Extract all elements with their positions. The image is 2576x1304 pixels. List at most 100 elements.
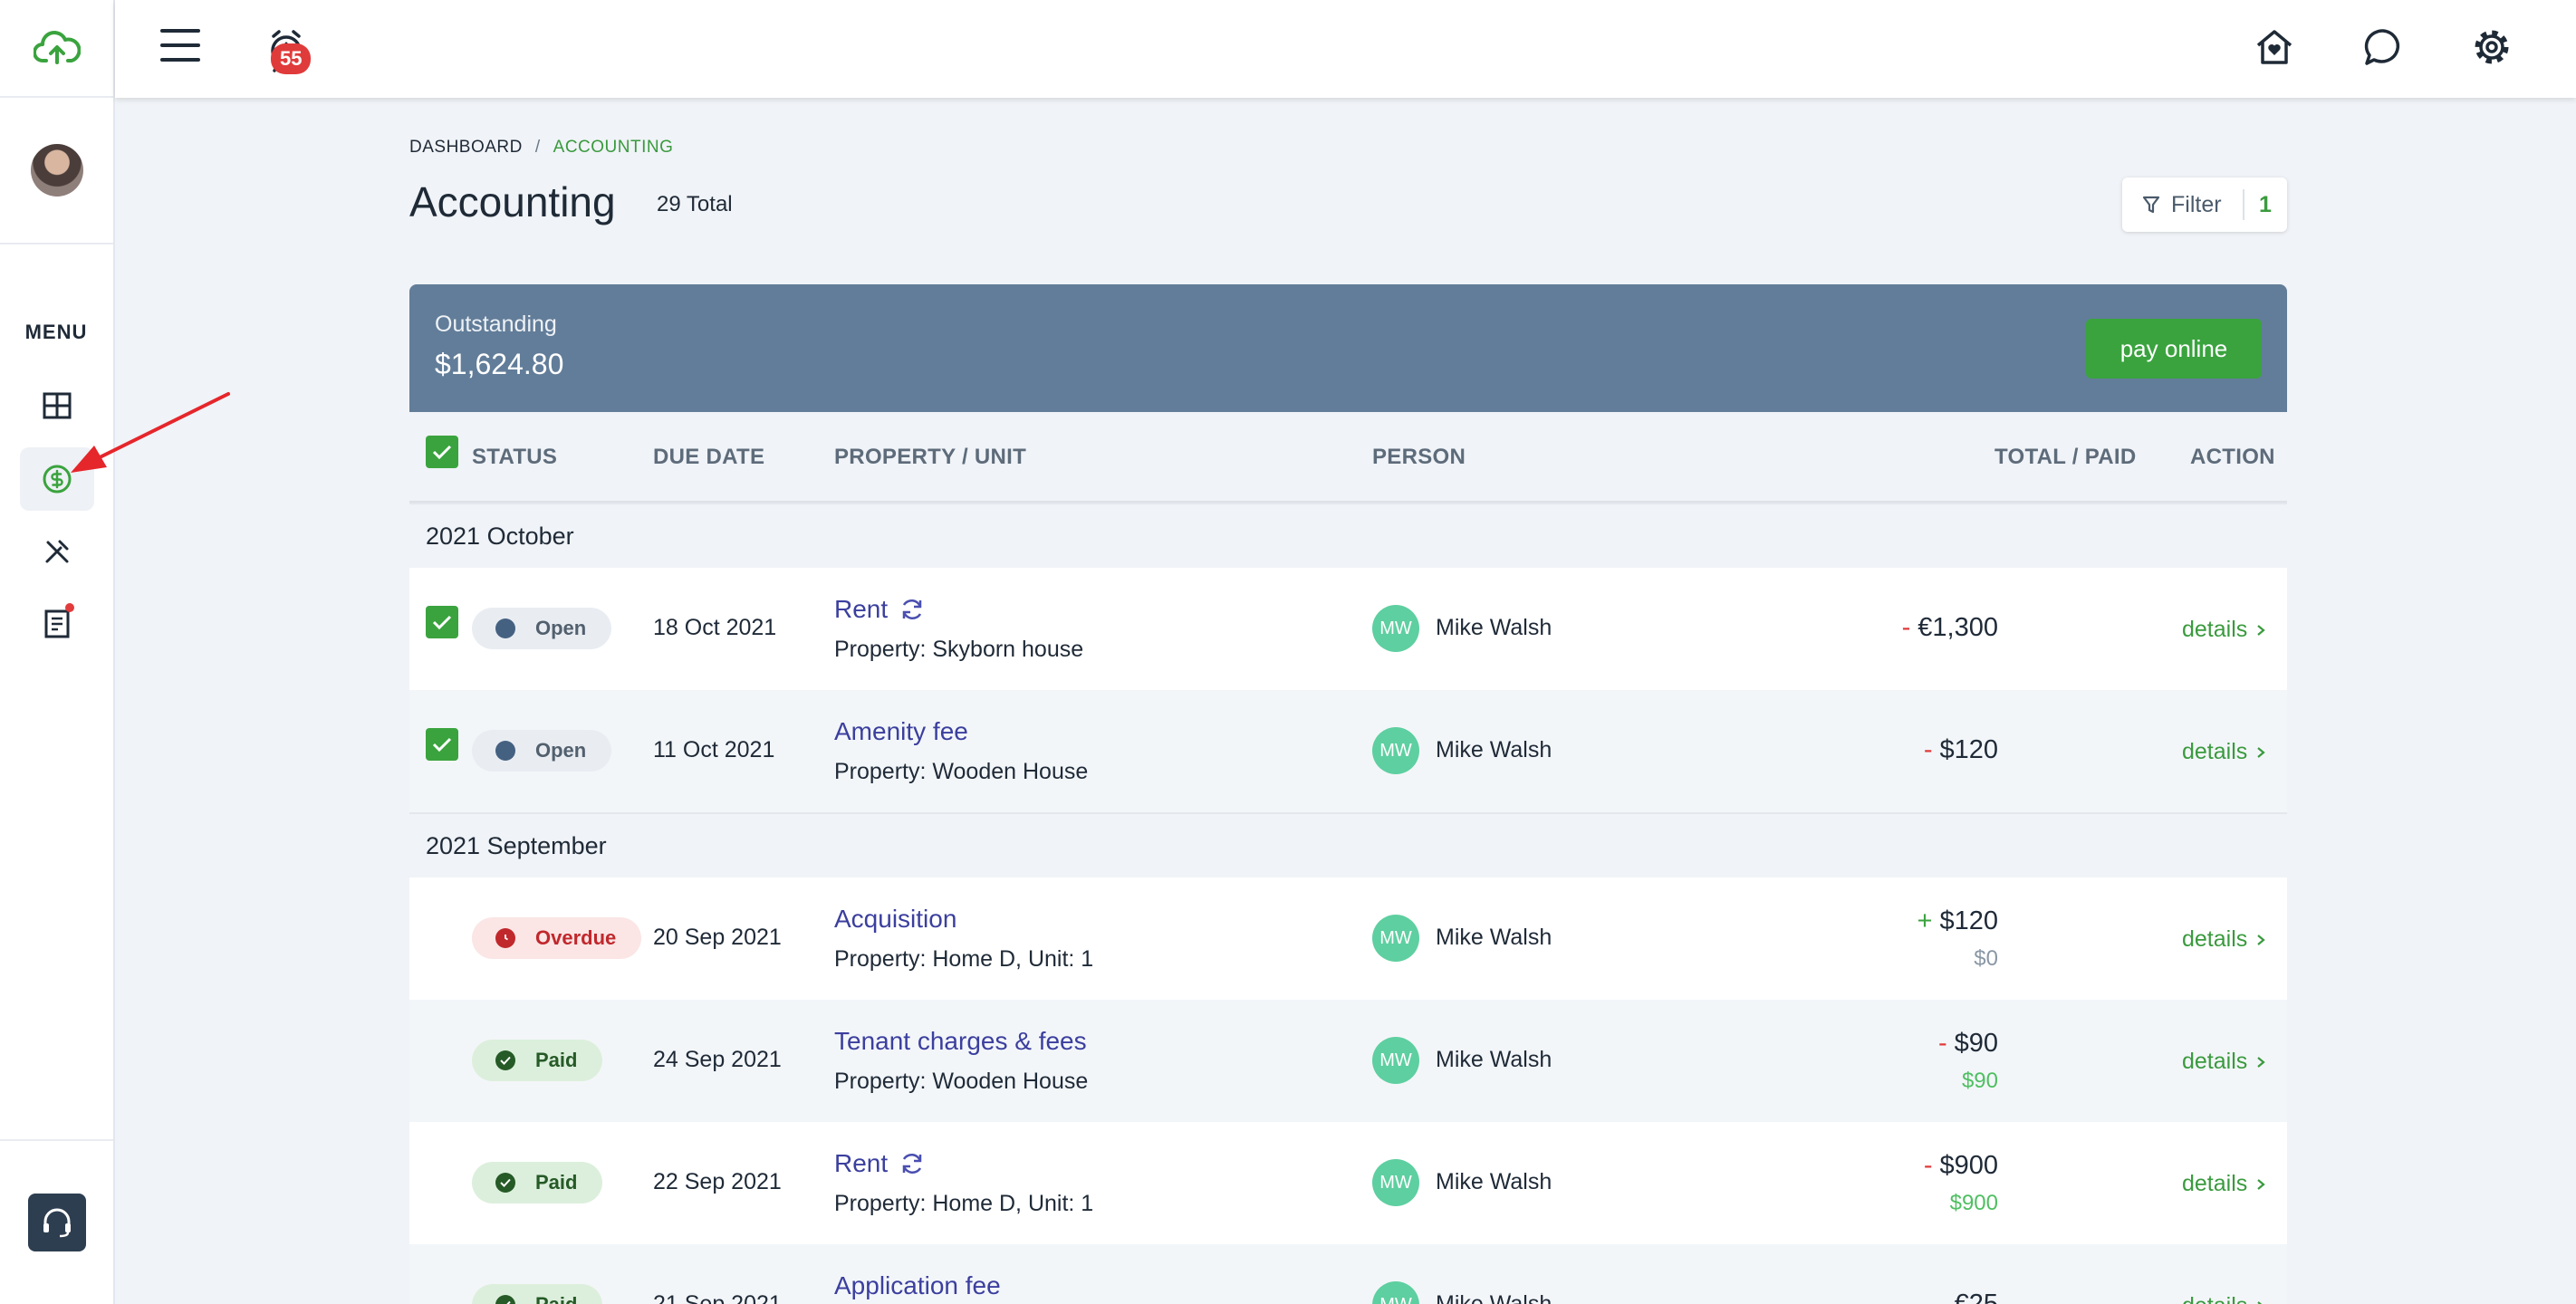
app-logo[interactable] [0, 0, 113, 98]
menu-label: MENU [24, 321, 88, 343]
table-row[interactable]: Overdue 20 Sep 2021 Acquisition Property… [409, 877, 2287, 1000]
page-title: Accounting [409, 178, 616, 225]
due-date: 21 Sep 2021 [653, 1291, 782, 1304]
gear-icon[interactable] [2470, 25, 2514, 69]
check-icon [432, 737, 452, 753]
table-row[interactable]: Paid 24 Sep 2021 Tenant charges & fees P… [409, 1000, 2287, 1122]
details-link[interactable]: details [2182, 1049, 2267, 1075]
tools-icon [45, 540, 69, 563]
due-date: 18 Oct 2021 [653, 615, 777, 640]
amount-value: €25 [1954, 1290, 1998, 1304]
charge-title-label: Rent [834, 1149, 889, 1177]
annotation-arrow-icon [71, 392, 230, 473]
details-link[interactable]: details [2182, 617, 2267, 643]
charge-title[interactable]: Rent [834, 595, 926, 624]
charge-title[interactable]: Application fee [834, 1271, 1001, 1300]
row-checkbox[interactable] [426, 606, 458, 638]
total-amount: - $90 [1763, 1029, 1998, 1059]
charge-title[interactable]: Amenity fee [834, 717, 968, 746]
header-total-paid[interactable]: TOTAL / PAID [1994, 445, 2137, 469]
person-avatar: MW [1372, 605, 1419, 652]
breadcrumb-current: ACCOUNTING [553, 138, 674, 157]
header-person[interactable]: PERSON [1372, 445, 1466, 469]
unread-dot [65, 603, 74, 612]
amount-sign: - [1901, 613, 1911, 642]
details-link[interactable]: details [2182, 926, 2267, 953]
breadcrumb-dashboard[interactable]: DASHBOARD [409, 138, 523, 157]
total-amount: - €1,300 [1763, 613, 1998, 643]
details-link[interactable]: details [2182, 1293, 2267, 1304]
sidebar-item-dashboard[interactable] [20, 374, 94, 437]
dollar-circle-icon [43, 465, 72, 494]
due-date: 22 Sep 2021 [653, 1169, 782, 1194]
sidebar-item-documents[interactable] [20, 592, 94, 656]
sidebar-item-accounting[interactable] [20, 447, 94, 511]
status-dot-icon [495, 741, 515, 761]
table-row[interactable]: Paid 21 Sep 2021 Application fee MW Mike… [409, 1244, 2287, 1304]
row-checkbox[interactable] [426, 728, 458, 761]
outstanding-banner: Outstanding $1,624.80 pay online [409, 284, 2287, 412]
accounting-table-card: Outstanding $1,624.80 pay online STATUS … [409, 284, 2287, 1304]
person-name: Mike Walsh [1436, 925, 1552, 950]
status-dot-icon [495, 1295, 515, 1304]
select-all-checkbox[interactable] [426, 436, 458, 468]
person-name: Mike Walsh [1436, 1291, 1552, 1304]
amount-sign: - [1923, 1151, 1933, 1180]
charge-title[interactable]: Rent [834, 1149, 926, 1178]
status-badge: Paid [472, 1040, 603, 1081]
filter-count: 1 [2259, 191, 2272, 217]
check-icon [432, 445, 452, 460]
user-avatar[interactable] [30, 144, 83, 197]
total-count: 29 Total [657, 192, 733, 216]
charge-title-label: Rent [834, 595, 889, 623]
amount-value: $90 [1954, 1029, 1998, 1058]
status-dot-icon [495, 1173, 515, 1193]
table-row[interactable]: Paid 22 Sep 2021 Rent Property: Home D, … [409, 1122, 2287, 1244]
status-label: Overdue [535, 926, 617, 949]
person-name: Mike Walsh [1436, 1169, 1552, 1194]
amount-sign: - [1937, 1290, 1947, 1304]
dashboard-icon [43, 392, 72, 419]
chevron-right-icon [2257, 1056, 2265, 1068]
table-row[interactable]: Open 18 Oct 2021 Rent Property: Skyborn … [409, 568, 2287, 690]
amount-sign: + [1917, 906, 1933, 935]
support-button[interactable] [27, 1194, 86, 1251]
charge-title-label: Application fee [834, 1271, 1001, 1299]
chevron-right-icon [2257, 624, 2265, 636]
header-property[interactable]: PROPERTY / UNIT [834, 445, 1027, 469]
details-link[interactable]: details [2182, 1171, 2267, 1197]
headset-icon [43, 1208, 71, 1238]
clock-icon [505, 935, 508, 941]
charge-title[interactable]: Tenant charges & fees [834, 1027, 1087, 1056]
paid-amount: $900 [1949, 1191, 1998, 1215]
person-name: Mike Walsh [1436, 1047, 1552, 1072]
outstanding-label: Outstanding [435, 312, 557, 337]
status-label: Paid [535, 1171, 578, 1194]
charge-title[interactable]: Acquisition [834, 905, 956, 934]
chevron-right-icon [2257, 1178, 2265, 1190]
sidebar-item-maintenance[interactable] [20, 520, 94, 583]
status-badge: Overdue [472, 917, 642, 959]
pay-online-button[interactable]: pay online [2086, 319, 2262, 379]
chat-bubble-icon[interactable] [2361, 25, 2405, 69]
details-link[interactable]: details [2182, 739, 2267, 765]
hamburger-menu-button[interactable] [160, 29, 200, 65]
sidebar: MENU [0, 0, 115, 1304]
header-due-date[interactable]: DUE DATE [653, 445, 765, 469]
chevron-right-icon [2257, 746, 2265, 758]
recurring-icon [902, 1153, 922, 1175]
table-row[interactable]: Open 11 Oct 2021 Amenity fee Property: W… [409, 690, 2287, 812]
filter-button[interactable]: Filter 1 [2122, 177, 2287, 232]
check-icon [500, 1178, 511, 1187]
header-status[interactable]: STATUS [472, 445, 558, 469]
person-avatar: MW [1372, 727, 1419, 774]
chevron-right-icon [2257, 1300, 2263, 1304]
paid-amount: $90 [1961, 1069, 1998, 1093]
person-avatar: MW [1372, 1281, 1419, 1304]
details-label: details [2182, 617, 2248, 642]
home-heart-icon[interactable] [2253, 25, 2296, 69]
funnel-icon [2142, 196, 2160, 214]
header-action: ACTION [2190, 445, 2275, 469]
chevron-right-icon [2257, 934, 2265, 945]
status-label: Open [535, 739, 587, 762]
